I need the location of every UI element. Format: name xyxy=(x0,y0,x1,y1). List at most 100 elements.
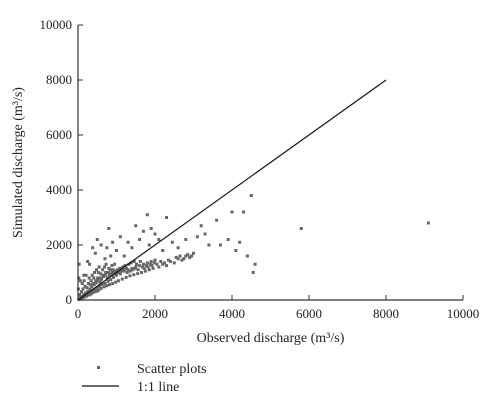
scatter-point xyxy=(253,262,257,266)
scatter-point xyxy=(107,266,111,270)
scatter-point xyxy=(115,249,118,252)
scatter-point xyxy=(170,240,174,244)
scatter-point xyxy=(118,272,122,276)
scatter-point xyxy=(126,240,130,244)
scatter-point xyxy=(226,238,230,241)
scatter-point xyxy=(140,271,144,274)
scatter-point xyxy=(110,264,114,268)
scatter-point xyxy=(149,260,153,263)
scatter-point xyxy=(161,249,165,252)
scatter-point xyxy=(83,284,87,288)
scatter-point xyxy=(172,261,176,265)
scatter-point xyxy=(83,295,87,299)
y-tick-label: 2000 xyxy=(46,237,72,252)
scatter-point xyxy=(84,273,88,277)
scatter-point xyxy=(145,264,149,268)
scatter-point xyxy=(242,210,246,214)
scatter-point xyxy=(97,288,101,292)
scatter-point xyxy=(111,240,115,244)
scatter-point xyxy=(91,288,95,292)
scatter-point xyxy=(86,260,90,263)
scatter-point xyxy=(92,276,96,280)
scatter-point xyxy=(93,287,97,291)
scatter-point xyxy=(98,284,102,288)
scatter-point xyxy=(192,251,195,255)
scatter-point xyxy=(104,271,108,274)
scatter-point xyxy=(105,276,109,280)
scatter-point xyxy=(133,266,137,270)
scatter-point xyxy=(88,283,92,287)
scatter-point xyxy=(249,194,253,197)
scatter-point xyxy=(426,221,430,225)
scatter-point xyxy=(141,229,145,233)
scatter-point xyxy=(102,285,106,289)
x-tick-label: 2000 xyxy=(142,306,168,321)
scatter-point xyxy=(86,289,90,293)
scatter-point xyxy=(91,291,95,295)
scatter-point xyxy=(89,292,93,296)
scatter-point xyxy=(81,287,85,291)
scatter-point xyxy=(176,246,180,250)
scatter-point xyxy=(103,257,107,261)
scatter-point xyxy=(125,271,129,274)
scatter-point xyxy=(122,254,126,258)
scatter-point xyxy=(150,264,154,268)
scatter-point xyxy=(118,266,122,270)
y-ticks: 0 2000 4000 6000 8000 10000 xyxy=(40,17,83,307)
scatter-point xyxy=(234,249,238,252)
scatter-point xyxy=(88,287,92,291)
scatter-point xyxy=(99,243,103,247)
x-tick-label: 4000 xyxy=(219,306,245,321)
scatter-point xyxy=(108,283,112,287)
scatter-point xyxy=(141,262,145,266)
scatter-point xyxy=(86,282,90,285)
scatter-point xyxy=(199,224,203,228)
scatter-point xyxy=(151,266,155,270)
scatter-point xyxy=(190,254,194,258)
scatter-point xyxy=(166,258,170,262)
x-axis-title: Observed discharge (m³/s) xyxy=(197,331,345,346)
scatter-point xyxy=(203,232,207,236)
scatter-point xyxy=(96,271,100,274)
scatter-point xyxy=(98,280,102,284)
scatter-point xyxy=(121,265,125,269)
x-tick-label: 8000 xyxy=(373,306,399,321)
scatter-point xyxy=(113,262,117,266)
scatter-point xyxy=(165,216,169,219)
scatter-point xyxy=(97,265,101,269)
scatter-point xyxy=(120,277,124,281)
legend-label-line: 1:1 line xyxy=(137,380,179,395)
scatter-point xyxy=(145,213,149,217)
scatter-point xyxy=(96,279,100,283)
scatter-point xyxy=(85,286,89,290)
scatter-point xyxy=(180,258,184,262)
scatter-point xyxy=(129,261,133,265)
x-tick-label: 0 xyxy=(75,306,82,321)
scatter-point xyxy=(143,269,147,273)
scatter-point xyxy=(117,271,121,274)
scatter-point xyxy=(182,257,186,261)
scatter-point xyxy=(93,290,97,294)
scatter-point xyxy=(195,235,199,239)
scatter-point xyxy=(106,271,110,274)
scatter-point xyxy=(251,271,255,274)
y-tick-label: 8000 xyxy=(46,72,72,87)
scatter-point xyxy=(168,260,172,263)
scatter-point xyxy=(95,286,99,290)
scatter-point xyxy=(128,269,132,273)
scatter-point xyxy=(88,262,92,266)
scatter-point xyxy=(176,257,180,261)
scatter-point xyxy=(118,235,122,239)
scatter-point xyxy=(132,273,136,277)
scatter-point xyxy=(152,261,156,265)
y-tick-label: 10000 xyxy=(40,17,73,32)
scatter-point xyxy=(80,282,84,285)
axes xyxy=(77,25,463,301)
y-axis-title: Simulated discharge (m³/s) xyxy=(11,87,26,238)
scatter-point xyxy=(94,268,98,272)
scatter-point xyxy=(178,254,182,258)
legend-label-scatter: Scatter plots xyxy=(137,362,207,377)
scatter-point xyxy=(103,265,107,269)
scatter-point xyxy=(111,268,115,272)
scatter-point xyxy=(78,293,82,296)
